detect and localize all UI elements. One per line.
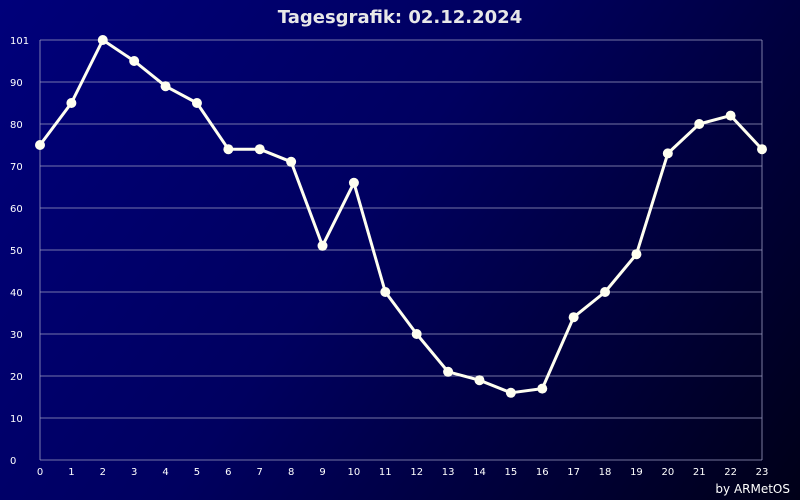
series <box>35 35 767 398</box>
x-tick-label: 7 <box>257 467 263 478</box>
data-point <box>35 140 45 150</box>
x-tick-label: 14 <box>473 467 486 478</box>
y-axis-ticks: 0 10 20 30 40 50 60 70 80 90 101 <box>10 36 29 467</box>
data-point <box>725 110 736 121</box>
x-tick-label: 9 <box>319 467 325 478</box>
data-point <box>600 287 611 297</box>
data-point <box>97 35 108 45</box>
x-tick-label: 10 <box>348 467 361 478</box>
data-point <box>631 249 642 260</box>
x-tick-label: 11 <box>379 467 392 478</box>
data-point <box>223 144 234 155</box>
y-tick-label: 10 <box>10 414 23 425</box>
x-tick-label: 4 <box>162 467 168 478</box>
x-tick-label: 16 <box>536 467 549 478</box>
y-tick-label: 30 <box>10 330 23 341</box>
data-point <box>568 312 579 323</box>
credit-label: by ARMetOS <box>715 482 790 496</box>
data-point <box>160 81 171 92</box>
x-tick-label: 18 <box>599 467 612 478</box>
x-tick-label: 8 <box>288 467 294 478</box>
data-point <box>505 387 516 398</box>
series-line <box>38 38 764 395</box>
y-tick-label: 0 <box>10 456 16 467</box>
y-tick-label: 101 <box>10 36 29 47</box>
x-tick-label: 3 <box>131 467 137 478</box>
data-point <box>129 56 140 66</box>
x-tick-label: 1 <box>68 467 74 478</box>
data-point <box>443 366 454 377</box>
data-point <box>757 144 767 155</box>
data-point <box>254 144 265 155</box>
y-tick-label: 90 <box>10 78 23 89</box>
y-tick-label: 70 <box>10 162 23 173</box>
data-point <box>317 240 328 251</box>
x-tick-label: 21 <box>693 467 706 478</box>
y-tick-label: 80 <box>10 120 23 131</box>
data-point <box>66 98 77 108</box>
y-tick-label: 20 <box>10 372 23 383</box>
y-tick-label: 60 <box>10 204 23 215</box>
data-point <box>380 287 391 297</box>
x-tick-label: 22 <box>724 467 737 478</box>
y-tick-label: 40 <box>10 288 23 299</box>
x-tick-label: 20 <box>661 467 674 478</box>
y-tick-label: 50 <box>10 246 23 257</box>
data-point <box>348 177 359 188</box>
data-point <box>537 383 548 394</box>
x-tick-label: 2 <box>100 467 106 478</box>
x-tick-label: 15 <box>505 467 518 478</box>
x-tick-label: 0 <box>37 467 43 478</box>
x-axis-ticks: 0 1 2 3 4 5 6 7 8 9 10 11 12 13 14 15 16 17 18 19 20 21 22 23 <box>37 467 769 478</box>
chart-title: Tagesgrafik: 02.12.2024 <box>278 7 522 28</box>
data-point <box>191 98 202 108</box>
data-point <box>474 375 485 386</box>
data-point <box>286 156 297 167</box>
x-tick-label: 13 <box>442 467 455 478</box>
data-point <box>694 119 705 129</box>
x-tick-label: 6 <box>225 467 231 478</box>
x-tick-label: 5 <box>194 467 200 478</box>
data-point <box>662 148 673 159</box>
x-tick-label: 23 <box>756 467 769 478</box>
x-tick-label: 19 <box>630 467 643 478</box>
data-point <box>411 329 422 339</box>
x-tick-label: 17 <box>567 467 580 478</box>
x-tick-label: 12 <box>410 467 423 478</box>
grid <box>39 39 763 461</box>
